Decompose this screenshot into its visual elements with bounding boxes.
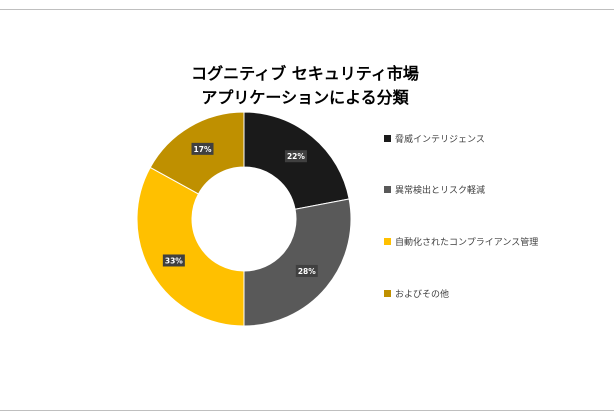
- data-label-box: [191, 142, 214, 155]
- slice-data-label-1: 28%: [295, 264, 318, 277]
- data-label-box: [295, 264, 318, 277]
- legend-label: 自動化されたコンプライアンス管理: [395, 237, 539, 248]
- chart-title-line-1: コグニティブ セキュリティ市場: [191, 64, 419, 83]
- legend-swatch: [384, 237, 391, 245]
- legend-swatch: [384, 185, 391, 193]
- data-label-text: 22%: [287, 152, 305, 161]
- legend-item-threat-intelligence: 脅威インテリジェンス: [384, 130, 485, 146]
- top-border-line: [0, 9, 614, 10]
- legend-item-others: およびその他: [384, 285, 449, 301]
- chart-title-line-2: アプリケーションによる分類: [201, 88, 409, 107]
- slice-data-label-3: 17%: [191, 142, 214, 155]
- legend-item-anomaly-detection: 異常検出とリスク軽減: [384, 181, 485, 197]
- legend-swatch: [384, 289, 391, 297]
- slice-data-label-2: 33%: [162, 254, 185, 267]
- data-label-text: 17%: [194, 145, 212, 154]
- data-label-text: 28%: [298, 267, 316, 276]
- legend-label: 異常検出とリスク軽減: [395, 185, 486, 196]
- legend-label: 脅威インテリジェンス: [395, 134, 485, 145]
- legend-label: およびその他: [395, 289, 450, 300]
- slice-data-label-0: 22%: [284, 150, 307, 163]
- legend-swatch: [384, 134, 391, 142]
- data-label-box: [284, 150, 307, 163]
- donut-slice-2: [136, 166, 245, 327]
- donut-slice-1: [243, 198, 352, 327]
- data-label-text: 33%: [165, 256, 183, 265]
- legend-item-automated-compliance: 自動化されたコンプライアンス管理: [384, 233, 538, 249]
- bottom-border-line: [0, 410, 614, 411]
- data-label-box: [162, 254, 185, 267]
